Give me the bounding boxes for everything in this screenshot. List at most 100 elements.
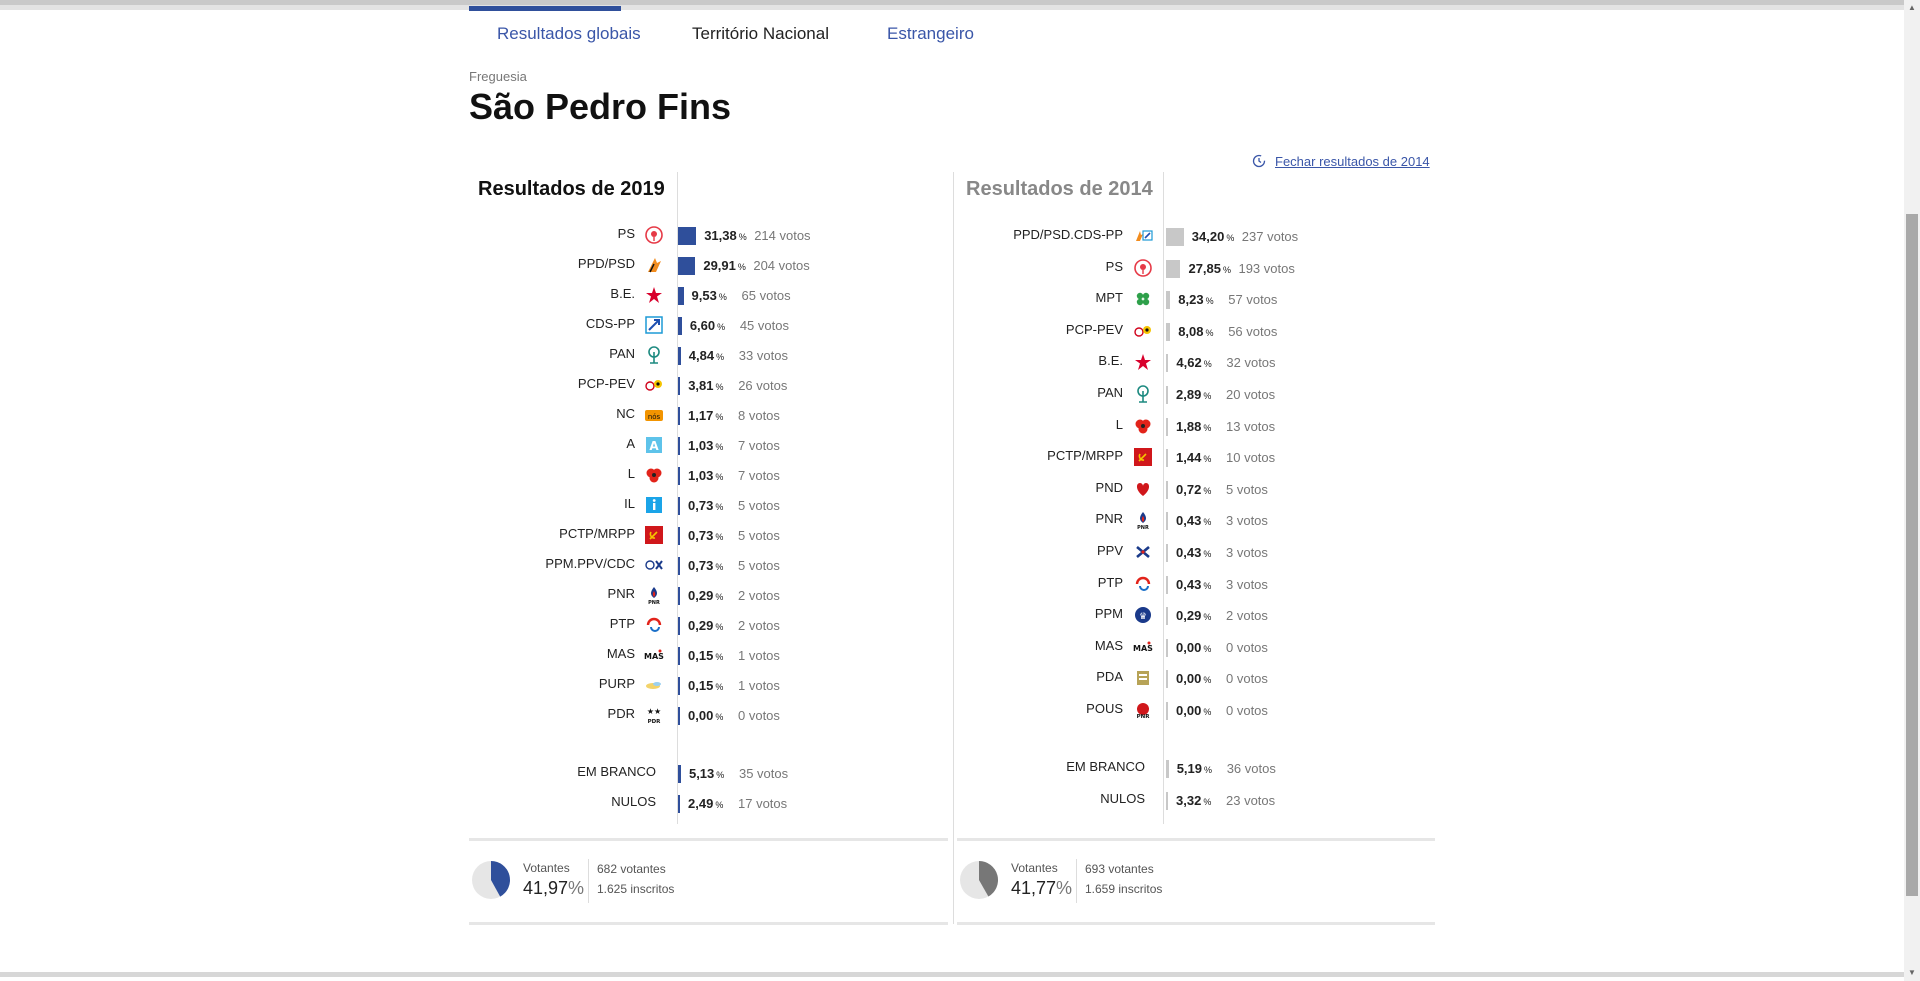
party-name: PPV — [1096, 543, 1123, 558]
divider-2014 — [1163, 172, 1164, 824]
vertical-scrollbar[interactable]: ▲ ▼ — [1904, 0, 1920, 981]
party-name: MAS — [1094, 637, 1123, 653]
result-bar — [678, 647, 680, 665]
result-votes: 5 votos — [738, 558, 780, 573]
votantes-divider-2014 — [1076, 859, 1077, 903]
scroll-thumb[interactable] — [1906, 214, 1918, 896]
party-name: EM BRANCO — [1066, 759, 1145, 774]
result-bar — [678, 467, 680, 485]
a-icon: A — [644, 435, 664, 455]
result-bar — [678, 317, 682, 335]
turnout-pie-2014 — [960, 861, 999, 899]
result-percentage: 1,03% — [688, 438, 724, 453]
result-votes: 2 votos — [738, 618, 780, 633]
pan-tree-icon — [644, 345, 664, 365]
result-row: PTP 0,29% 2 votos — [469, 616, 889, 640]
result-votes: 32 votos — [1226, 355, 1276, 371]
result-row: PTP 0,43% 3 votos — [957, 575, 1377, 599]
result-bar — [678, 795, 680, 813]
footer-separator-2014 — [957, 922, 1435, 925]
result-votes: 204 votos — [753, 258, 810, 273]
result-percentage: 0,72% — [1176, 481, 1212, 497]
result-votes: 13 votos — [1226, 418, 1276, 434]
party-name: PTP — [1097, 574, 1123, 590]
ps-rose-icon — [644, 225, 664, 245]
result-row: PND 0,72% 5 votos — [957, 480, 1377, 504]
purp-icon — [644, 675, 664, 695]
close-2014-results-link[interactable]: Fechar resultados de 2014 — [1275, 154, 1430, 169]
result-percentage: 1,17% — [688, 408, 724, 423]
party-name: NULOS — [611, 794, 656, 809]
party-name: PCTP/MRPP — [559, 526, 635, 541]
scroll-down-icon[interactable]: ▼ — [1904, 965, 1920, 981]
result-votes: 56 votos — [1228, 323, 1278, 339]
psd-arrow-icon — [644, 255, 664, 275]
result-bar — [678, 707, 680, 725]
result-bar — [1166, 386, 1168, 404]
result-bar — [678, 377, 681, 395]
scroll-up-icon[interactable]: ▲ — [1904, 0, 1920, 16]
party-name: PAN — [609, 346, 635, 361]
party-name: PTP — [609, 616, 635, 631]
votantes-divider-2019 — [588, 859, 589, 903]
result-percentage: 0,15% — [688, 678, 724, 693]
bottom-border — [0, 972, 1910, 977]
votantes-pct-2014: 41,77% — [1011, 878, 1073, 898]
result-percentage: 0,43% — [1176, 576, 1212, 592]
result-bar — [678, 527, 680, 545]
result-votes: 45 votos — [739, 318, 789, 333]
poppy-icon — [1133, 416, 1153, 436]
party-name: PAN — [1097, 385, 1123, 400]
party-name: PURP — [598, 676, 635, 691]
ptp-icon — [1133, 574, 1153, 594]
result-row: PCP-PEV 3,81% 26 votos — [469, 376, 889, 400]
tab-resultados-globais[interactable]: Resultados globais — [497, 24, 641, 43]
result-row: B.E. 9,53% 65 votos — [469, 286, 889, 310]
result-row-extra: NULOS 3,32% 23 votos — [957, 791, 1377, 815]
pcp-pev-icon — [1133, 321, 1153, 341]
result-row: IL 0,73% 5 votos — [469, 496, 889, 520]
result-row-extra: NULOS 2,49% 17 votos — [469, 794, 889, 818]
votantes-pct-2019: 41,97% — [523, 878, 585, 898]
result-percentage: 2,89% — [1176, 387, 1212, 402]
votantes-count-2014: 693 votantes — [1085, 862, 1154, 876]
party-name: A — [626, 436, 635, 451]
party-name: B.E. — [1098, 353, 1123, 369]
party-name: PDA — [1096, 669, 1123, 685]
result-percentage: 27,85% — [1188, 260, 1232, 276]
result-bar — [678, 287, 684, 305]
result-row: MPT 8,23% 57 votos — [957, 290, 1377, 314]
result-bar — [1166, 544, 1168, 562]
poppy-icon — [644, 465, 664, 485]
heading-2014: Resultados de 2014 — [966, 178, 1153, 200]
active-tab-indicator — [469, 6, 621, 11]
svg-text:nós: nós — [648, 413, 661, 421]
result-votes: 0 votos — [1226, 639, 1268, 655]
result-row-extra: EM BRANCO 5,13% 35 votos — [469, 764, 889, 788]
mas-icon: MAS — [644, 645, 664, 665]
result-row: PPD/PSD 29,91% 204 votos — [469, 256, 889, 280]
history-icon[interactable] — [1252, 154, 1266, 168]
result-bar — [1166, 638, 1168, 657]
top-border — [0, 0, 1920, 10]
result-votes: 10 votos — [1226, 450, 1276, 466]
result-percentage: 0,00% — [1176, 703, 1212, 718]
svg-text:A: A — [649, 439, 659, 453]
result-bar — [678, 227, 697, 245]
result-bar — [1166, 449, 1168, 468]
result-votes: 65 votos — [741, 288, 791, 303]
result-bar — [1166, 575, 1168, 594]
party-name: PPD/PSD — [577, 256, 635, 271]
party-name: PPM.PPV/CDC — [545, 556, 635, 571]
result-percentage: 0,29% — [688, 618, 724, 633]
result-votes: 1 votos — [738, 678, 780, 693]
pdr-stars-icon: ★★ PDR — [644, 705, 664, 725]
ppm-ppv-icon — [644, 555, 664, 575]
tab-territorio-nacional[interactable]: Território Nacional — [692, 24, 829, 43]
result-percentage: 9,53% — [691, 288, 727, 303]
result-percentage: 0,73% — [688, 528, 724, 543]
result-votes: 23 votos — [1226, 793, 1276, 808]
result-percentage: 5,13% — [688, 766, 725, 781]
result-percentage: 29,91% — [703, 258, 746, 273]
tab-estrangeiro[interactable]: Estrangeiro — [887, 24, 974, 43]
